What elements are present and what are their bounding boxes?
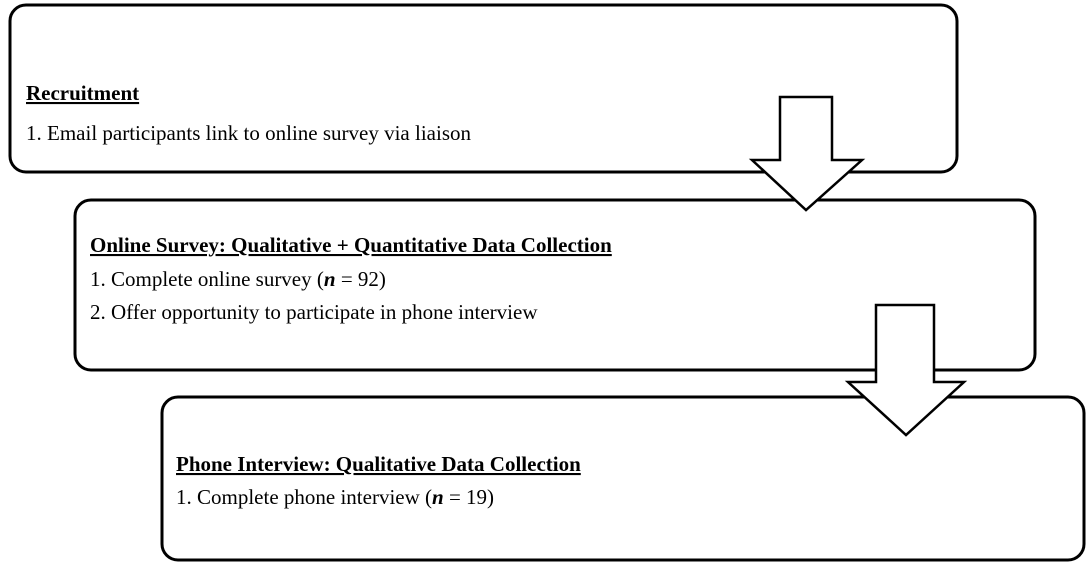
- down-arrow: [748, 95, 866, 212]
- box-title: Phone Interview: Qualitative Data Collec…: [176, 452, 581, 476]
- item-text: 1. Complete phone interview (: [176, 485, 432, 509]
- item-text: n: [432, 485, 444, 509]
- box-item: 2. Offer opportunity to participate in p…: [90, 300, 538, 324]
- item-text: = 19): [444, 485, 494, 509]
- box-item: 1. Email participants link to online sur…: [26, 121, 471, 145]
- box: [160, 395, 1086, 562]
- box-item: 1. Complete phone interview (n = 19): [176, 485, 494, 509]
- item-text: 1. Email participants link to online sur…: [26, 121, 471, 145]
- item-text: n: [324, 267, 336, 291]
- item-text: 2. Offer opportunity to participate in p…: [90, 300, 538, 324]
- box: [8, 3, 959, 174]
- item-text: = 92): [336, 267, 386, 291]
- box-item: 1. Complete online survey (n = 92): [90, 267, 386, 291]
- box-title: Online Survey: Qualitative + Quantitativ…: [90, 233, 612, 257]
- down-arrow: [844, 303, 968, 437]
- item-text: 1. Complete online survey (: [90, 267, 324, 291]
- box: [73, 198, 1037, 372]
- box-title: Recruitment: [26, 81, 139, 105]
